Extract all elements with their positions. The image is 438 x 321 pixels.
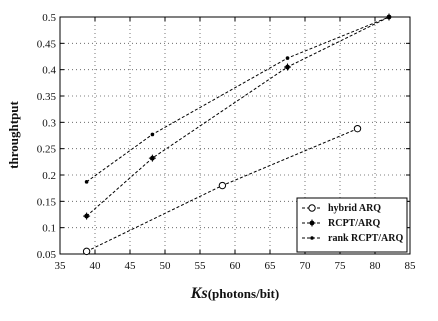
x-tick-label: 70 (300, 260, 312, 272)
data-point-series-1 (218, 181, 227, 190)
series-markers (82, 13, 393, 256)
x-axis-title: Ks(photons/bit) (190, 285, 279, 302)
y-tick-label: 0.35 (37, 91, 57, 103)
legend-label-2: RCPT/ARQ (328, 218, 380, 229)
x-tick-label: 75 (335, 260, 347, 272)
legend-label-3: rank RCPT/ARQ (328, 233, 404, 244)
data-point-series-3 (285, 56, 290, 60)
y-tick-label: 0.45 (37, 38, 57, 50)
x-axis-title-main: Ks (190, 285, 208, 302)
data-point-series-1 (82, 247, 91, 256)
legend-marker-3 (310, 236, 314, 240)
y-tick-label: 0.25 (37, 144, 57, 156)
data-point-series-1 (353, 124, 362, 133)
data-point-series-3 (84, 180, 89, 184)
legend-label-1: hybrid ARQ (328, 203, 381, 214)
x-tick-label: 65 (265, 260, 277, 272)
legend-marker-2 (308, 219, 316, 227)
x-tick-label: 40 (90, 260, 102, 272)
x-tick-label: 55 (195, 260, 207, 272)
data-point-series-2 (148, 154, 156, 162)
y-tick-label: 0.5 (42, 12, 56, 24)
x-tick-label: 60 (230, 260, 242, 272)
y-tick-label: 0.2 (42, 170, 56, 182)
y-tick-label: 0.15 (37, 196, 57, 208)
x-tick-label: 45 (125, 260, 137, 272)
y-tick-label: 0.05 (37, 249, 57, 261)
y-tick-label: 0.4 (42, 65, 56, 77)
series-line-2 (86, 16, 390, 217)
y-tick-label: 0.1 (42, 223, 56, 235)
legend: hybrid ARQ RCPT/ARQ rank RCPT/ARQ (296, 197, 408, 253)
x-tick-label: 80 (370, 260, 382, 272)
y-axis-title: throughtput (6, 101, 21, 169)
x-tick-label: 50 (160, 260, 172, 272)
x-axis-title-unit: (photons/bit) (208, 286, 280, 301)
legend-marker-1 (308, 204, 316, 212)
series-line-3 (86, 16, 390, 183)
data-point-series-2 (83, 212, 91, 220)
y-tick-label: 0.3 (42, 117, 56, 129)
x-tick-label: 85 (405, 260, 417, 272)
data-point-series-3 (387, 15, 391, 19)
data-point-series-3 (150, 132, 155, 137)
data-point-series-2 (284, 63, 291, 71)
x-tick-label: 35 (55, 260, 67, 272)
